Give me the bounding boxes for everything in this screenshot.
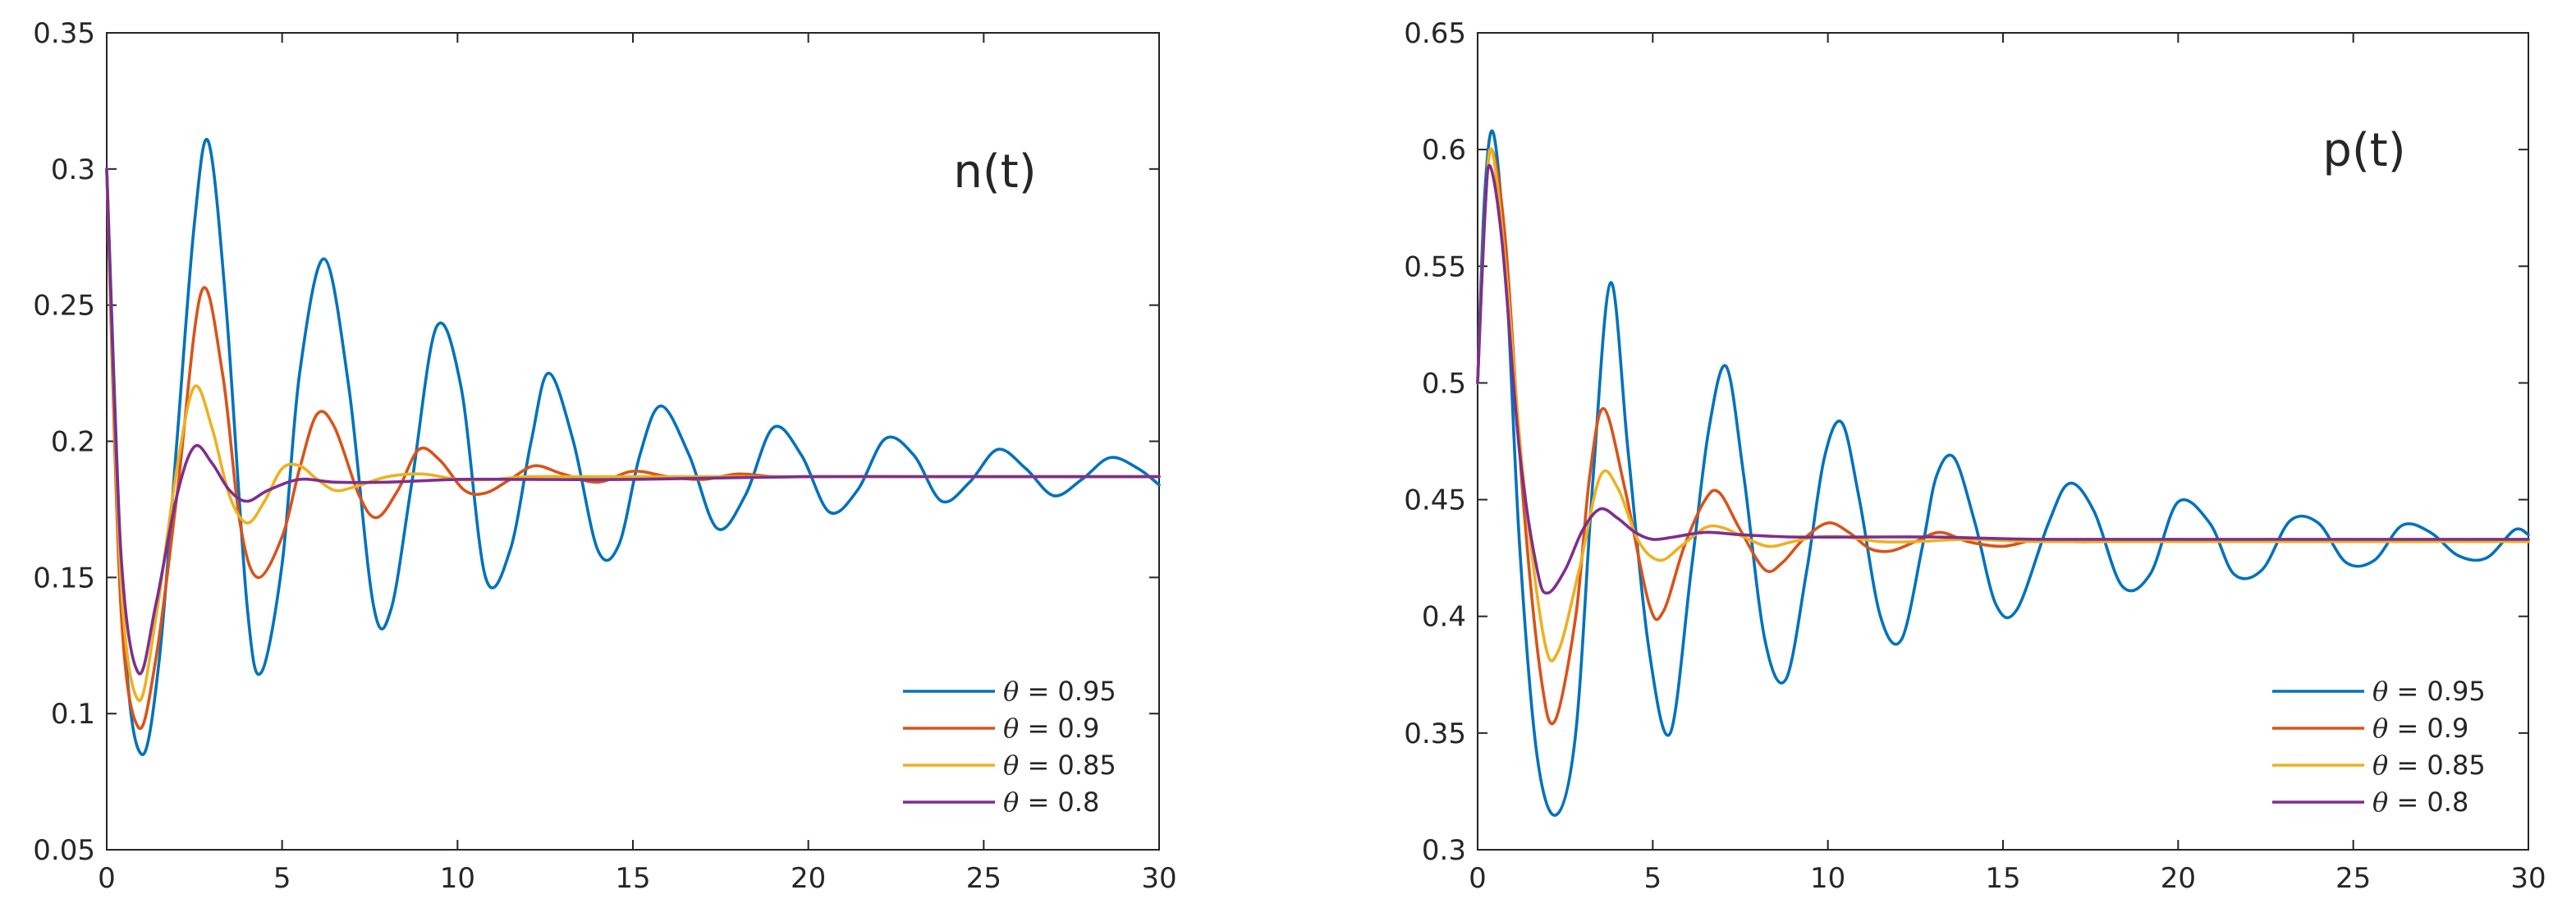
y-tick-label: 0.55 xyxy=(1404,250,1466,283)
legend-theta-symbol: θ xyxy=(2372,713,2388,744)
y-tick-label: 0.3 xyxy=(1422,834,1466,867)
legend-label: θ = 0.9 xyxy=(2372,713,2468,744)
legend: θ = 0.95θ = 0.9θ = 0.85θ = 0.8 xyxy=(903,676,1116,818)
legend-label: θ = 0.8 xyxy=(1003,787,1099,818)
legend-label: θ = 0.95 xyxy=(1003,676,1116,707)
legend-theta-symbol: θ xyxy=(2372,750,2388,781)
x-tick-label: 30 xyxy=(1141,862,1176,895)
y-tick-label: 0.5 xyxy=(1422,367,1466,400)
legend-theta-symbol: θ xyxy=(2372,676,2388,707)
legend-label: θ = 0.85 xyxy=(1003,750,1116,781)
y-tick-label: 0.15 xyxy=(33,562,95,594)
legend-theta-symbol: θ xyxy=(1003,713,1019,744)
legend-value: = 0.9 xyxy=(1019,713,1099,744)
y-tick-label: 0.65 xyxy=(1404,17,1466,50)
x-tick-label: 15 xyxy=(615,862,650,895)
x-tick-label: 20 xyxy=(2161,862,2196,895)
legend-value: = 0.95 xyxy=(2388,676,2485,707)
series-line-0.95 xyxy=(105,138,1161,756)
y-tick-label: 0.25 xyxy=(33,290,95,323)
y-tick-label: 0.35 xyxy=(1404,718,1466,750)
y-tick-label: 0.35 xyxy=(33,17,95,50)
chart-title: n(t) xyxy=(953,145,1036,199)
x-tick-label: 5 xyxy=(273,862,291,895)
legend-theta-symbol: θ xyxy=(1003,750,1019,781)
x-tick-label: 10 xyxy=(440,862,475,895)
legend-theta-symbol: θ xyxy=(2372,787,2388,818)
series-line-0.85 xyxy=(105,167,1161,703)
x-tick-label: 30 xyxy=(2510,862,2546,895)
legend-label: θ = 0.9 xyxy=(1003,713,1099,744)
legend-label: θ = 0.95 xyxy=(2372,676,2486,707)
y-tick-label: 0.3 xyxy=(51,154,95,186)
y-tick-label: 0.6 xyxy=(1422,134,1466,167)
x-tick-label: 0 xyxy=(98,862,116,895)
legend-theta-symbol: θ xyxy=(1003,787,1019,818)
legend: θ = 0.95θ = 0.9θ = 0.85θ = 0.8 xyxy=(2272,676,2486,818)
legend-label: θ = 0.8 xyxy=(2372,787,2468,818)
legend-value: = 0.9 xyxy=(2388,713,2468,744)
x-tick-label: 5 xyxy=(1644,862,1662,895)
legend-value: = 0.85 xyxy=(1019,750,1116,781)
chart-n-of-t: 0 5 10 15 20 25 30 0.05 0.1 0.15 0.2 0.25 0.3 0.35 n(t… xyxy=(33,17,1176,895)
legend-value: = 0.85 xyxy=(2388,750,2485,781)
x-tick-label: 15 xyxy=(1985,862,2020,895)
series-line-0.9 xyxy=(1476,148,2530,726)
legend-theta-symbol: θ xyxy=(1003,676,1019,707)
series-line-0.8 xyxy=(105,167,1161,676)
x-tick-label: 20 xyxy=(791,862,826,895)
x-tick-label: 0 xyxy=(1469,862,1487,895)
legend-value: = 0.95 xyxy=(1019,676,1116,707)
legend-value: = 0.8 xyxy=(1019,787,1099,818)
series-line-0.8 xyxy=(1476,163,2530,595)
y-tick-label: 0.4 xyxy=(1422,601,1466,634)
series-line-0.95 xyxy=(1476,129,2530,817)
legend-label: θ = 0.85 xyxy=(2372,750,2486,781)
chart-p-of-t: 0 5 10 15 20 25 30 0.3 0.35 0.4 0.45 0.5 0.55 0.6 0.65… xyxy=(1404,17,2546,895)
x-tick-label: 25 xyxy=(966,862,1002,895)
y-tick-label: 0.1 xyxy=(51,698,95,731)
legend-value: = 0.8 xyxy=(2388,787,2468,818)
series-line-0.85 xyxy=(1476,147,2530,663)
y-tick-label: 0.05 xyxy=(33,834,95,867)
x-tick-label: 10 xyxy=(1810,862,1845,895)
y-tick-label: 0.2 xyxy=(51,426,95,459)
y-tick-label: 0.45 xyxy=(1404,484,1466,517)
x-tick-label: 25 xyxy=(2335,862,2371,895)
chart-title: p(t) xyxy=(2322,124,2405,177)
